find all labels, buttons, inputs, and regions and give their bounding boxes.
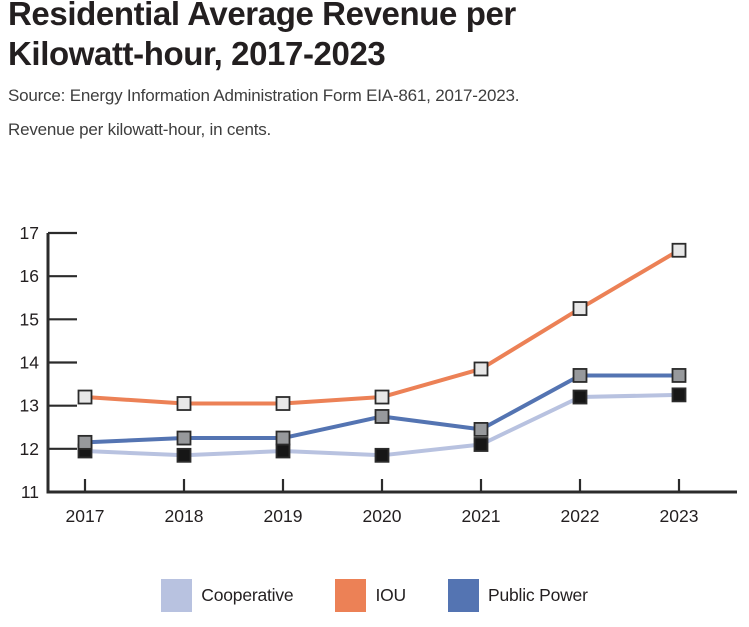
legend: Cooperative IOU Public Power (0, 579, 749, 612)
series-marker-public-power (572, 368, 588, 383)
x-tick-label: 2018 (165, 506, 204, 526)
units-subtitle: Revenue per kilowatt-hour, in cents. (8, 120, 272, 140)
series-marker-iou (77, 389, 93, 405)
series-marker-iou (671, 242, 687, 258)
y-tick-label: 17 (20, 223, 39, 243)
legend-item-cooperative: Cooperative (161, 579, 294, 612)
legend-item-public-power: Public Power (447, 579, 588, 612)
series-marker-public-power (374, 409, 390, 424)
y-tick-label: 15 (20, 309, 39, 329)
series-marker-public-power (275, 430, 291, 446)
series-line-iou (83, 248, 681, 406)
y-tick-label: 12 (20, 439, 39, 459)
series-marker-iou (572, 301, 588, 316)
series-marker-cooperative (473, 437, 489, 452)
legend-swatch-iou (335, 579, 367, 612)
series-marker-public-power (473, 422, 489, 437)
y-tick-label: 13 (20, 396, 39, 416)
x-tick-label: 2019 (264, 506, 303, 526)
series-marker-iou (176, 396, 192, 411)
legend-swatch-cooperative (161, 579, 193, 612)
y-tick-label: 16 (20, 266, 39, 286)
legend-item-iou: IOU (335, 579, 406, 612)
chart-header: Residential Average Revenue per Kilowatt… (8, 0, 738, 140)
legend-label-iou: IOU (375, 585, 406, 605)
series-line-public-power (83, 373, 681, 445)
series-marker-iou (374, 389, 390, 405)
series-marker-iou (275, 396, 291, 411)
x-tick-label: 2022 (561, 506, 600, 526)
y-tick-label: 11 (21, 482, 39, 502)
x-tick-label: 2021 (462, 506, 501, 526)
series-marker-public-power (671, 368, 687, 383)
series-marker-cooperative (572, 389, 588, 405)
series-marker-public-power (176, 430, 192, 446)
legend-label-public-power: Public Power (487, 585, 588, 605)
line-chart: 11 12 13 14 15 16 17 2017 2018 2019 2020 2021 2022 20… (20, 223, 737, 526)
source-note: Source: Energy Information Administratio… (8, 86, 520, 106)
series-marker-cooperative (374, 447, 390, 463)
series-marker-iou (473, 361, 489, 377)
series-marker-cooperative (176, 447, 192, 463)
series-marker-public-power (77, 434, 93, 450)
x-tick-label: 2017 (66, 506, 105, 526)
series-marker-cooperative (275, 443, 291, 459)
x-tick-label: 2023 (660, 506, 699, 526)
series-marker-cooperative (671, 387, 687, 403)
x-tick-label: 2020 (363, 506, 402, 526)
y-tick-label: 14 (20, 353, 40, 373)
legend-swatch-public-power (447, 579, 479, 612)
page-title: Residential Average Revenue per Kilowatt… (8, 0, 516, 72)
legend-label-cooperative: Cooperative (201, 585, 294, 605)
